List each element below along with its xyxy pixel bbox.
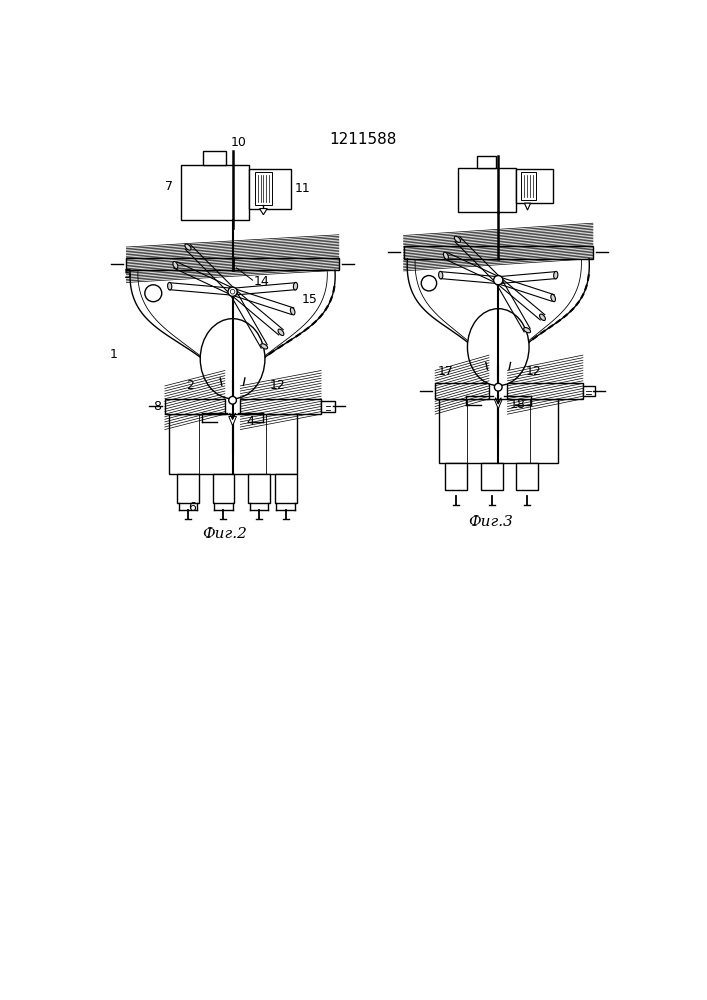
Ellipse shape <box>467 309 529 386</box>
Bar <box>458 168 516 212</box>
Circle shape <box>494 383 502 391</box>
Circle shape <box>421 276 437 291</box>
Bar <box>177 474 199 503</box>
Bar <box>181 165 249 220</box>
Bar <box>240 399 321 414</box>
Bar <box>213 474 234 503</box>
Ellipse shape <box>173 261 178 269</box>
Text: 14: 14 <box>254 275 270 288</box>
Bar <box>508 383 583 399</box>
Text: 2: 2 <box>186 379 194 392</box>
Text: 12: 12 <box>525 365 541 378</box>
Text: 8: 8 <box>153 400 161 413</box>
Bar <box>481 463 503 490</box>
Text: 15: 15 <box>302 293 317 306</box>
Ellipse shape <box>539 314 545 320</box>
Bar <box>249 169 291 209</box>
Text: 10: 10 <box>230 136 246 149</box>
Text: 1: 1 <box>110 348 117 361</box>
Text: Фиг.3: Фиг.3 <box>468 515 513 529</box>
Ellipse shape <box>185 244 191 250</box>
Circle shape <box>230 289 235 294</box>
Ellipse shape <box>554 271 558 279</box>
Bar <box>516 169 553 203</box>
Ellipse shape <box>168 282 172 290</box>
Text: 17: 17 <box>438 365 454 378</box>
Text: 4: 4 <box>247 415 255 428</box>
Text: 12: 12 <box>269 379 286 392</box>
Text: 5: 5 <box>124 267 132 280</box>
Bar <box>435 383 489 399</box>
Bar <box>516 463 537 490</box>
Polygon shape <box>494 400 502 409</box>
Polygon shape <box>525 203 530 210</box>
Bar <box>275 474 296 503</box>
Bar <box>170 414 296 474</box>
Ellipse shape <box>293 282 298 290</box>
Bar <box>248 474 269 503</box>
Ellipse shape <box>200 319 265 399</box>
Ellipse shape <box>438 271 443 279</box>
Text: 1211588: 1211588 <box>329 132 397 147</box>
Circle shape <box>145 285 162 302</box>
Bar <box>165 399 225 414</box>
Circle shape <box>228 287 238 296</box>
Bar <box>439 399 559 463</box>
Ellipse shape <box>278 329 284 336</box>
Bar <box>127 258 339 270</box>
Bar <box>404 246 593 259</box>
Bar <box>477 156 496 168</box>
Ellipse shape <box>291 308 295 315</box>
Text: 7: 7 <box>165 180 173 193</box>
Text: 18: 18 <box>510 398 526 411</box>
Polygon shape <box>229 416 236 426</box>
Bar <box>583 386 595 396</box>
Circle shape <box>493 276 503 285</box>
Ellipse shape <box>455 236 460 242</box>
Circle shape <box>229 396 236 404</box>
Text: Фиг.2: Фиг.2 <box>202 527 247 541</box>
Ellipse shape <box>261 344 268 349</box>
Text: 6: 6 <box>188 501 196 514</box>
Bar <box>520 172 536 200</box>
Text: 11: 11 <box>295 182 310 195</box>
Ellipse shape <box>443 252 448 259</box>
Bar <box>204 151 226 165</box>
Bar <box>321 401 335 412</box>
Bar <box>255 172 272 205</box>
Ellipse shape <box>551 294 556 302</box>
Ellipse shape <box>524 328 530 333</box>
Polygon shape <box>259 209 267 215</box>
Bar <box>445 463 467 490</box>
